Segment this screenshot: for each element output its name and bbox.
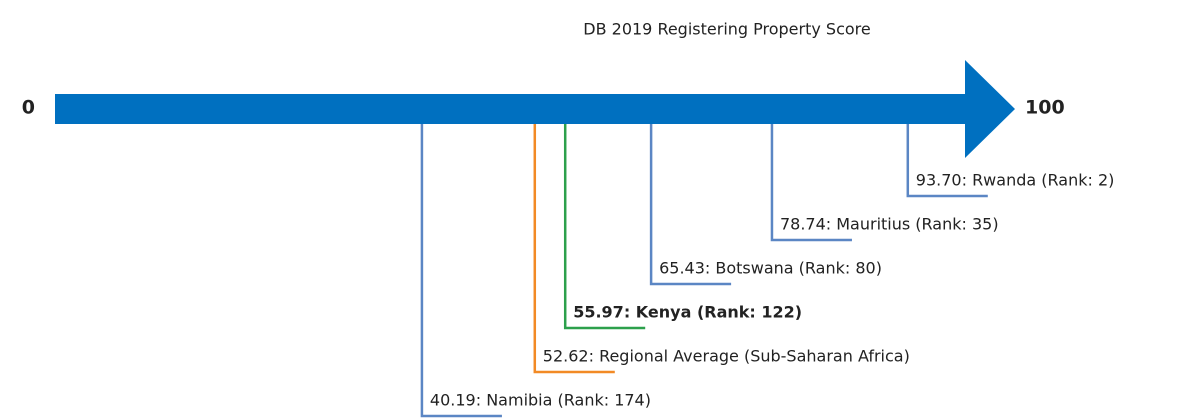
marker-label: 65.43: Botswana (Rank: 80) — [659, 259, 882, 278]
marker-line — [649, 124, 732, 286]
marker-line — [563, 124, 646, 330]
marker-line — [906, 124, 988, 198]
marker-line — [420, 124, 502, 418]
marker-label: 78.74: Mauritius (Rank: 35) — [780, 215, 999, 234]
marker-line — [770, 124, 852, 242]
tick-label: 100 — [1025, 97, 1065, 119]
marker-label: 52.62: Regional Average (Sub-Saharan Afr… — [543, 347, 910, 366]
marker-label: 40.19: Namibia (Rank: 174) — [430, 391, 651, 410]
chart-title: DB 2019 Registering Property Score — [583, 20, 871, 39]
tick-label: 0 — [22, 97, 35, 119]
marker-label: 93.70: Rwanda (Rank: 2) — [916, 171, 1115, 190]
marker-line — [533, 124, 615, 374]
marker-label: 55.97: Kenya (Rank: 122) — [573, 303, 802, 322]
axis-arrow — [55, 60, 1015, 158]
